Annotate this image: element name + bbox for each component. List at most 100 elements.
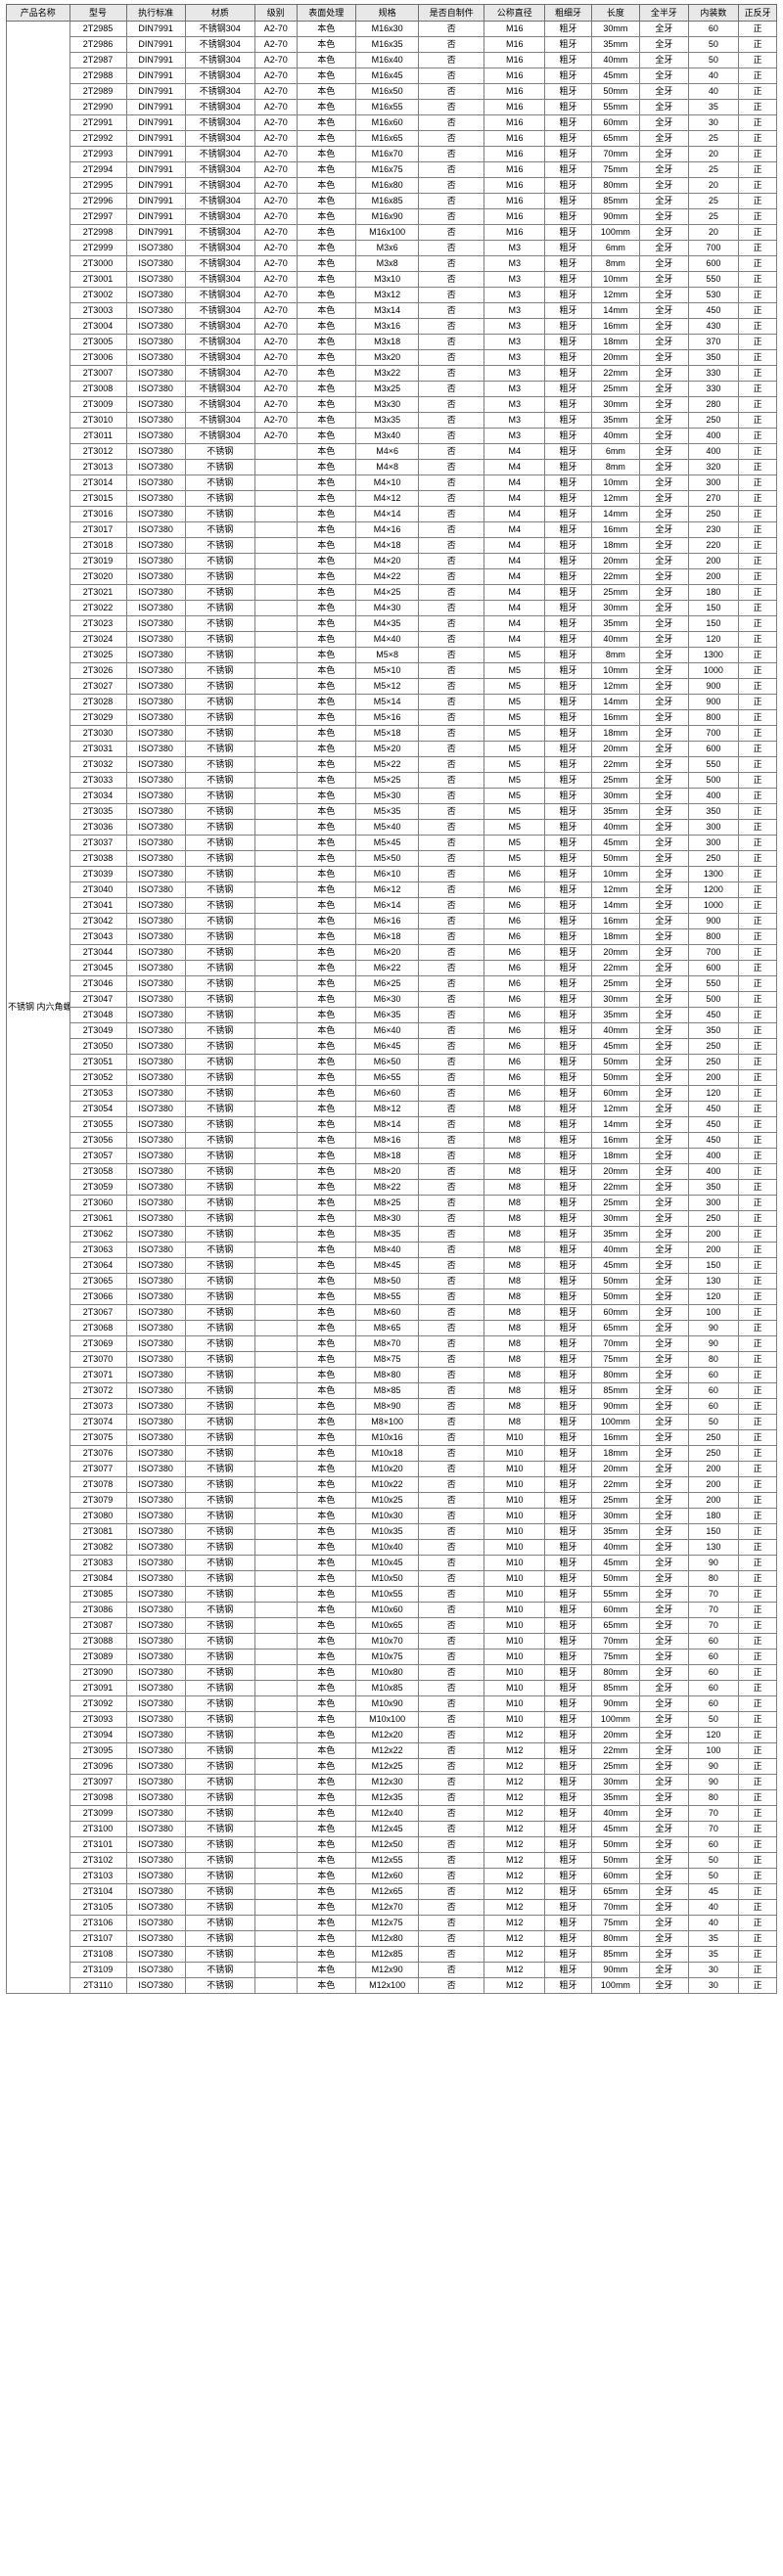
table-row[interactable]: 2T3043 ISO7380 不锈钢 本色 M6×18 否 M6 粗牙 18mm 全牙 800 正 xyxy=(7,928,777,945)
table-row[interactable]: 2T3096 ISO7380 不锈钢 本色 M12x25 否 M12 粗牙 25mm 全牙 90 正 xyxy=(7,1758,777,1775)
table-row[interactable]: 2T2991 DIN7991 不锈钢304 A2-70 本色 M16x60 否 M16 粗牙 60… xyxy=(7,114,777,131)
table-row[interactable]: 2T2989 DIN7991 不锈钢304 A2-70 本色 M16x50 否 M16 粗牙 50… xyxy=(7,83,777,100)
table-row[interactable]: 2T3042 ISO7380 不锈钢 本色 M6×16 否 M6 粗牙 16mm 全牙 900 正 xyxy=(7,913,777,929)
table-row[interactable]: 2T2990 DIN7991 不锈钢304 A2-70 本色 M16x55 否 M16 粗牙 55… xyxy=(7,99,777,115)
table-row[interactable]: 2T3076 ISO7380 不锈钢 本色 M10x18 否 M10 粗牙 18mm 全牙 250 正 xyxy=(7,1445,777,1462)
table-row[interactable]: 2T3060 ISO7380 不锈钢 本色 M8×25 否 M8 粗牙 25mm 全牙 300 正 xyxy=(7,1195,777,1211)
table-row[interactable]: 2T3071 ISO7380 不锈钢 本色 M8×80 否 M8 粗牙 80mm 全牙 60 正 xyxy=(7,1367,777,1383)
table-row[interactable]: 2T3008 ISO7380 不锈钢304 A2-70 本色 M3x25 否 M3 粗牙 25mm… xyxy=(7,381,777,397)
table-row[interactable]: 2T3078 ISO7380 不锈钢 本色 M10x22 否 M10 粗牙 22mm 全牙 200 正 xyxy=(7,1476,777,1493)
table-row[interactable]: 2T3025 ISO7380 不锈钢 本色 M5×8 否 M5 粗牙 8mm 全牙 1300 正 xyxy=(7,647,777,663)
column-header-packcount[interactable]: 内装数 xyxy=(687,4,740,22)
table-row[interactable]: 2T3105 ISO7380 不锈钢 本色 M12x70 否 M12 粗牙 70mm 全牙 40 正 xyxy=(7,1899,777,1916)
table-row[interactable]: 2T3087 ISO7380 不锈钢 本色 M10x65 否 M10 粗牙 65mm 全牙 70 正 xyxy=(7,1617,777,1634)
table-row[interactable]: 2T3090 ISO7380 不锈钢 本色 M10x80 否 M10 粗牙 80mm 全牙 60 正 xyxy=(7,1664,777,1681)
table-row[interactable]: 2T2987 DIN7991 不锈钢304 A2-70 本色 M16x40 否 M16 粗牙 40… xyxy=(7,52,777,68)
column-header-length[interactable]: 长度 xyxy=(590,4,641,22)
table-row[interactable]: 2T3094 ISO7380 不锈钢 本色 M12x20 否 M12 粗牙 20mm 全牙 120 正 xyxy=(7,1727,777,1743)
table-row[interactable]: 2T3092 ISO7380 不锈钢 本色 M10x90 否 M10 粗牙 90mm 全牙 60 正 xyxy=(7,1695,777,1712)
column-header-standard[interactable]: 执行标准 xyxy=(125,4,186,22)
table-row[interactable]: 2T2998 DIN7991 不锈钢304 A2-70 本色 M16x100 否 M16 粗牙 1… xyxy=(7,224,777,241)
table-row[interactable]: 2T3046 ISO7380 不锈钢 本色 M6×25 否 M6 粗牙 25mm 全牙 550 正 xyxy=(7,975,777,992)
column-header-name[interactable]: 产品名称 xyxy=(6,4,70,22)
table-row[interactable]: 2T3050 ISO7380 不锈钢 本色 M6×45 否 M6 粗牙 45mm 全牙 250 正 xyxy=(7,1038,777,1055)
table-row[interactable]: 2T2999 ISO7380 不锈钢304 A2-70 本色 M3x6 否 M3 粗牙 6mm 全牙… xyxy=(7,240,777,256)
table-row[interactable]: 2T3082 ISO7380 不锈钢 本色 M10x40 否 M10 粗牙 40mm 全牙 130 正 xyxy=(7,1539,777,1556)
table-row[interactable]: 2T3067 ISO7380 不锈钢 本色 M8×60 否 M8 粗牙 60mm 全牙 100 正 xyxy=(7,1304,777,1321)
table-row[interactable]: 2T3011 ISO7380 不锈钢304 A2-70 本色 M3x40 否 M3 粗牙 40mm… xyxy=(7,428,777,444)
column-header-surface[interactable]: 表面处理 xyxy=(296,4,356,22)
column-header-model[interactable]: 型号 xyxy=(69,4,127,22)
table-row[interactable]: 2T3089 ISO7380 不锈钢 本色 M10x75 否 M10 粗牙 75mm 全牙 60 正 xyxy=(7,1649,777,1665)
table-row[interactable]: 2T3006 ISO7380 不锈钢304 A2-70 本色 M3x20 否 M3 粗牙 20mm… xyxy=(7,349,777,366)
table-row[interactable]: 2T3072 ISO7380 不锈钢 本色 M8×85 否 M8 粗牙 85mm 全牙 60 正 xyxy=(7,1382,777,1399)
table-row[interactable]: 2T3059 ISO7380 不锈钢 本色 M8×22 否 M8 粗牙 22mm 全牙 350 正 xyxy=(7,1179,777,1196)
table-row[interactable]: 2T3102 ISO7380 不锈钢 本色 M12x55 否 M12 粗牙 50mm 全牙 50 正 xyxy=(7,1852,777,1869)
table-row[interactable]: 2T3004 ISO7380 不锈钢304 A2-70 本色 M3x16 否 M3 粗牙 16mm… xyxy=(7,318,777,335)
table-row[interactable]: 2T3037 ISO7380 不锈钢 本色 M5×45 否 M5 粗牙 45mm 全牙 300 正 xyxy=(7,835,777,851)
table-row[interactable]: 2T3084 ISO7380 不锈钢 本色 M10x50 否 M10 粗牙 50mm 全牙 80 正 xyxy=(7,1570,777,1587)
table-row[interactable]: 2T3048 ISO7380 不锈钢 本色 M6×35 否 M6 粗牙 35mm 全牙 450 正 xyxy=(7,1007,777,1023)
table-row[interactable]: 2T3034 ISO7380 不锈钢 本色 M5×30 否 M5 粗牙 30mm 全牙 400 正 xyxy=(7,788,777,804)
column-header-material[interactable]: 材质 xyxy=(184,4,255,22)
table-row[interactable]: 2T3099 ISO7380 不锈钢 本色 M12x40 否 M12 粗牙 40mm 全牙 70 正 xyxy=(7,1805,777,1822)
table-row[interactable]: 2T2986 DIN7991 不锈钢304 A2-70 本色 M16x35 否 M16 粗牙 35… xyxy=(7,36,777,53)
table-row[interactable]: 2T3019 ISO7380 不锈钢 本色 M4×20 否 M4 粗牙 20mm 全牙 200 正 xyxy=(7,553,777,569)
table-row[interactable]: 2T3079 ISO7380 不锈钢 本色 M10x25 否 M10 粗牙 25mm 全牙 200 正 xyxy=(7,1492,777,1509)
table-row[interactable]: 2T3069 ISO7380 不锈钢 本色 M8×70 否 M8 粗牙 70mm 全牙 90 正 xyxy=(7,1335,777,1352)
table-row[interactable]: 2T3086 ISO7380 不锈钢 本色 M10x60 否 M10 粗牙 60mm 全牙 70 正 xyxy=(7,1602,777,1618)
table-row[interactable]: 2T2996 DIN7991 不锈钢304 A2-70 本色 M16x85 否 M16 粗牙 85… xyxy=(7,193,777,209)
table-row[interactable]: 2T3040 ISO7380 不锈钢 本色 M6×12 否 M6 粗牙 12mm 全牙 1200 正 xyxy=(7,881,777,898)
table-row[interactable]: 2T3109 ISO7380 不锈钢 本色 M12x90 否 M12 粗牙 90mm 全牙 30 正 xyxy=(7,1962,777,1978)
table-row[interactable]: 2T3045 ISO7380 不锈钢 本色 M6×22 否 M6 粗牙 22mm 全牙 600 正 xyxy=(7,960,777,976)
table-row[interactable]: 2T3002 ISO7380 不锈钢304 A2-70 本色 M3x12 否 M3 粗牙 12mm… xyxy=(7,287,777,303)
table-row[interactable]: 2T3100 ISO7380 不锈钢 本色 M12x45 否 M12 粗牙 45mm 全牙 70 正 xyxy=(7,1821,777,1837)
table-row[interactable]: 2T3085 ISO7380 不锈钢 本色 M10x55 否 M10 粗牙 55mm 全牙 70 正 xyxy=(7,1586,777,1603)
table-row[interactable]: 2T3097 ISO7380 不锈钢 本色 M12x30 否 M12 粗牙 30mm 全牙 90 正 xyxy=(7,1774,777,1790)
table-row[interactable]: 2T3062 ISO7380 不锈钢 本色 M8×35 否 M8 粗牙 35mm 全牙 200 正 xyxy=(7,1226,777,1243)
table-row[interactable]: 2T3016 ISO7380 不锈钢 本色 M4×14 否 M4 粗牙 14mm 全牙 250 正 xyxy=(7,506,777,522)
table-row[interactable]: 2T3074 ISO7380 不锈钢 本色 M8×100 否 M8 粗牙 100mm 全牙 50 正 xyxy=(7,1414,777,1430)
table-row[interactable]: 2T3030 ISO7380 不锈钢 本色 M5×18 否 M5 粗牙 18mm 全牙 700 正 xyxy=(7,725,777,742)
table-row[interactable]: 2T3020 ISO7380 不锈钢 本色 M4×22 否 M4 粗牙 22mm 全牙 200 正 xyxy=(7,568,777,585)
table-row[interactable]: 2T3080 ISO7380 不锈钢 本色 M10x30 否 M10 粗牙 30mm 全牙 180 正 xyxy=(7,1508,777,1524)
table-row[interactable]: 2T3083 ISO7380 不锈钢 本色 M10x45 否 M10 粗牙 45mm 全牙 90 正 xyxy=(7,1555,777,1571)
column-header-grade[interactable]: 级别 xyxy=(253,4,298,22)
column-header-fullhalf[interactable]: 全半牙 xyxy=(639,4,689,22)
table-row[interactable]: 2T2992 DIN7991 不锈钢304 A2-70 本色 M16x65 否 M16 粗牙 65… xyxy=(7,130,777,147)
table-row[interactable]: 2T3104 ISO7380 不锈钢 本色 M12x65 否 M12 粗牙 65mm 全牙 45 正 xyxy=(7,1883,777,1900)
table-row[interactable]: 2T3056 ISO7380 不锈钢 本色 M8×16 否 M8 粗牙 16mm 全牙 450 正 xyxy=(7,1132,777,1149)
table-row[interactable]: 2T3063 ISO7380 不锈钢 本色 M8×40 否 M8 粗牙 40mm 全牙 200 正 xyxy=(7,1242,777,1258)
table-row[interactable]: 2T3027 ISO7380 不锈钢 本色 M5×12 否 M5 粗牙 12mm 全牙 900 正 xyxy=(7,678,777,695)
table-row[interactable]: 2T2995 DIN7991 不锈钢304 A2-70 本色 M16x80 否 M16 粗牙 80… xyxy=(7,177,777,194)
table-row[interactable]: 2T3035 ISO7380 不锈钢 本色 M5×35 否 M5 粗牙 35mm 全牙 350 正 xyxy=(7,803,777,820)
table-row[interactable]: 2T3031 ISO7380 不锈钢 本色 M5×20 否 M5 粗牙 20mm 全牙 600 正 xyxy=(7,741,777,757)
table-row[interactable]: 2T3058 ISO7380 不锈钢 本色 M8×20 否 M8 粗牙 20mm 全牙 400 正 xyxy=(7,1163,777,1180)
table-row[interactable]: 2T3036 ISO7380 不锈钢 本色 M5×40 否 M5 粗牙 40mm 全牙 300 正 xyxy=(7,819,777,836)
table-row[interactable]: 2T3101 ISO7380 不锈钢 本色 M12x50 否 M12 粗牙 50mm 全牙 60 正 xyxy=(7,1836,777,1853)
table-row[interactable]: 2T3024 ISO7380 不锈钢 本色 M4×40 否 M4 粗牙 40mm 全牙 120 正 xyxy=(7,631,777,648)
table-row[interactable]: 2T3026 ISO7380 不锈钢 本色 M5×10 否 M5 粗牙 10mm 全牙 1000 正 xyxy=(7,662,777,679)
table-row[interactable]: 2T3023 ISO7380 不锈钢 本色 M4×35 否 M4 粗牙 35mm 全牙 150 正 xyxy=(7,615,777,632)
table-row[interactable]: 2T3013 ISO7380 不锈钢 本色 M4×8 否 M4 粗牙 8mm 全牙 320 正 xyxy=(7,459,777,475)
table-row[interactable]: 2T3110 ISO7380 不锈钢 本色 M12x100 否 M12 粗牙 100mm 全牙 30… xyxy=(7,1977,777,1994)
table-row[interactable]: 2T3015 ISO7380 不锈钢 本色 M4×12 否 M4 粗牙 12mm 全牙 270 正 xyxy=(7,490,777,507)
table-row[interactable]: 2T3032 ISO7380 不锈钢 本色 M5×22 否 M5 粗牙 22mm 全牙 550 正 xyxy=(7,756,777,773)
table-row[interactable]: 2T3108 ISO7380 不锈钢 本色 M12x85 否 M12 粗牙 85mm 全牙 35 正 xyxy=(7,1946,777,1963)
table-row[interactable]: 2T3057 ISO7380 不锈钢 本色 M8×18 否 M8 粗牙 18mm 全牙 400 正 xyxy=(7,1148,777,1164)
table-row[interactable]: 2T3088 ISO7380 不锈钢 本色 M10x70 否 M10 粗牙 70mm 全牙 60 正 xyxy=(7,1633,777,1650)
table-row[interactable]: 2T3022 ISO7380 不锈钢 本色 M4×30 否 M4 粗牙 30mm 全牙 150 正 xyxy=(7,600,777,616)
table-row[interactable]: 2T3065 ISO7380 不锈钢 本色 M8×50 否 M8 粗牙 50mm 全牙 130 正 xyxy=(7,1273,777,1289)
table-row[interactable]: 2T3098 ISO7380 不锈钢 本色 M12x35 否 M12 粗牙 35mm 全牙 80 正 xyxy=(7,1789,777,1806)
table-row[interactable]: 2T3012 ISO7380 不锈钢 本色 M4×6 否 M4 粗牙 6mm 全牙 400 正 xyxy=(7,443,777,460)
table-row[interactable]: 2T3003 ISO7380 不锈钢304 A2-70 本色 M3x14 否 M3 粗牙 14mm… xyxy=(7,302,777,319)
column-header-thread[interactable]: 粗细牙 xyxy=(544,4,592,22)
table-row[interactable]: 2T3091 ISO7380 不锈钢 本色 M10x85 否 M10 粗牙 85mm 全牙 60 正 xyxy=(7,1680,777,1696)
table-row[interactable]: 2T3044 ISO7380 不锈钢 本色 M6×20 否 M6 粗牙 20mm 全牙 700 正 xyxy=(7,944,777,961)
table-row[interactable]: 2T3054 ISO7380 不锈钢 本色 M8×12 否 M8 粗牙 12mm 全牙 450 正 xyxy=(7,1101,777,1117)
table-row[interactable]: 2T3106 ISO7380 不锈钢 本色 M12x75 否 M12 粗牙 75mm 全牙 40 正 xyxy=(7,1915,777,1931)
table-row[interactable]: 2T2997 DIN7991 不锈钢304 A2-70 本色 M16x90 否 M16 粗牙 90… xyxy=(7,208,777,225)
column-header-diameter[interactable]: 公称直径 xyxy=(484,4,546,22)
table-row[interactable]: 2T3047 ISO7380 不锈钢 本色 M6×30 否 M6 粗牙 30mm 全牙 500 正 xyxy=(7,991,777,1008)
table-row[interactable]: 2T3066 ISO7380 不锈钢 本色 M8×55 否 M8 粗牙 50mm 全牙 120 正 xyxy=(7,1288,777,1305)
